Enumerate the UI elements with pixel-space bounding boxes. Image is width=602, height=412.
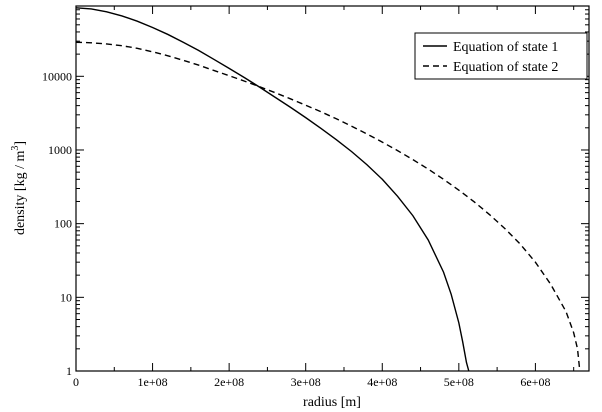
series-line-2 — [75, 41, 581, 372]
x-tick-label: 4e+08 — [367, 375, 397, 389]
legend: Equation of state 1 Equation of state 2 — [414, 32, 588, 80]
legend-label-eos2: Equation of state 2 — [453, 60, 558, 75]
x-axis-label: radius [m] — [303, 395, 361, 410]
legend-box — [414, 32, 588, 80]
y-tick-label: 1000 — [48, 143, 72, 157]
y-axis-label-suffix: ] — [13, 141, 28, 146]
y-tick-label: 10 — [60, 290, 72, 304]
y-axis-label-superscript: 3 — [10, 146, 21, 151]
x-tick-label: 2e+08 — [214, 375, 244, 389]
series-line-1 — [75, 7, 470, 372]
data-series — [75, 7, 581, 372]
y-axis-label: density [kg / m3] — [10, 141, 28, 235]
x-tick-label: 3e+08 — [291, 375, 321, 389]
y-tick-label: 1 — [66, 364, 72, 378]
x-tick-label: 0 — [73, 375, 79, 389]
x-tick-label: 1e+08 — [138, 375, 168, 389]
y-axis-label-main: density [kg / m — [13, 151, 28, 235]
x-axis-ticks: 0 1e+08 2e+08 3e+08 4e+08 5e+08 6e+08 — [73, 6, 575, 389]
y-tick-label: 100 — [54, 217, 72, 231]
y-axis-ticks: 1 10 100 1000 10000 — [42, 5, 589, 378]
x-tick-label: 5e+08 — [444, 375, 474, 389]
x-tick-label: 6e+08 — [520, 375, 550, 389]
legend-label-eos1: Equation of state 1 — [453, 40, 558, 55]
y-tick-label: 10000 — [42, 69, 72, 83]
